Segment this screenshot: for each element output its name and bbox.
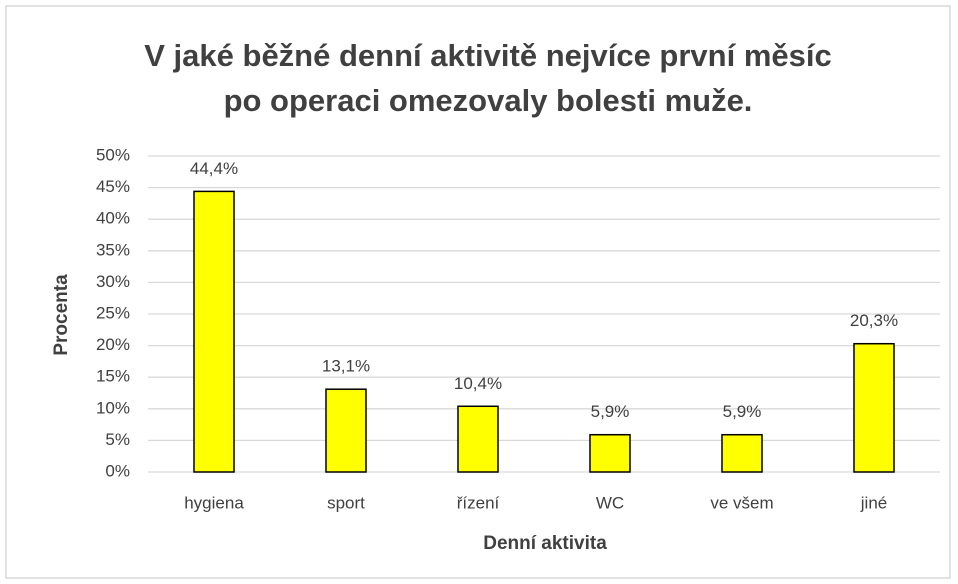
x-axis-title: Denní aktivita	[483, 533, 607, 554]
data-label: 44,4%	[190, 159, 238, 178]
chart-frame	[5, 5, 951, 579]
bar	[457, 405, 499, 473]
data-label: 13,1%	[322, 357, 370, 376]
bar	[325, 388, 367, 473]
bar	[193, 190, 235, 473]
y-tick-label: 15%	[96, 367, 130, 386]
bar	[853, 342, 895, 473]
y-tick-label: 20%	[96, 335, 130, 354]
y-tick-label: 5%	[105, 430, 130, 449]
y-tick-label: 30%	[96, 272, 130, 291]
x-tick-label: hygiena	[184, 493, 244, 512]
chart-title: po operaci omezovaly bolesti muže.	[224, 83, 753, 118]
x-tick-label: jiné	[860, 493, 887, 512]
y-tick-label: 50%	[96, 145, 130, 164]
y-axis-title: Procenta	[51, 274, 72, 356]
y-tick-label: 25%	[96, 303, 130, 322]
x-tick-label: řízení	[457, 493, 500, 512]
chart-title: V jaké běžné denní aktivitě nejvíce prvn…	[144, 38, 831, 73]
bar	[721, 433, 763, 473]
y-tick-label: 0%	[105, 461, 130, 480]
y-tick-label: 35%	[96, 240, 130, 259]
y-tick-label: 40%	[96, 209, 130, 228]
y-tick-label: 45%	[96, 177, 130, 196]
data-label: 10,4%	[454, 374, 502, 393]
data-label: 5,9%	[723, 402, 762, 421]
bar	[589, 433, 631, 473]
x-tick-label: ve všem	[710, 493, 773, 512]
y-tick-label: 10%	[96, 398, 130, 417]
data-label: 5,9%	[591, 402, 630, 421]
data-label: 20,3%	[850, 311, 898, 330]
x-tick-label: WC	[596, 493, 624, 512]
x-tick-label: sport	[327, 493, 365, 512]
